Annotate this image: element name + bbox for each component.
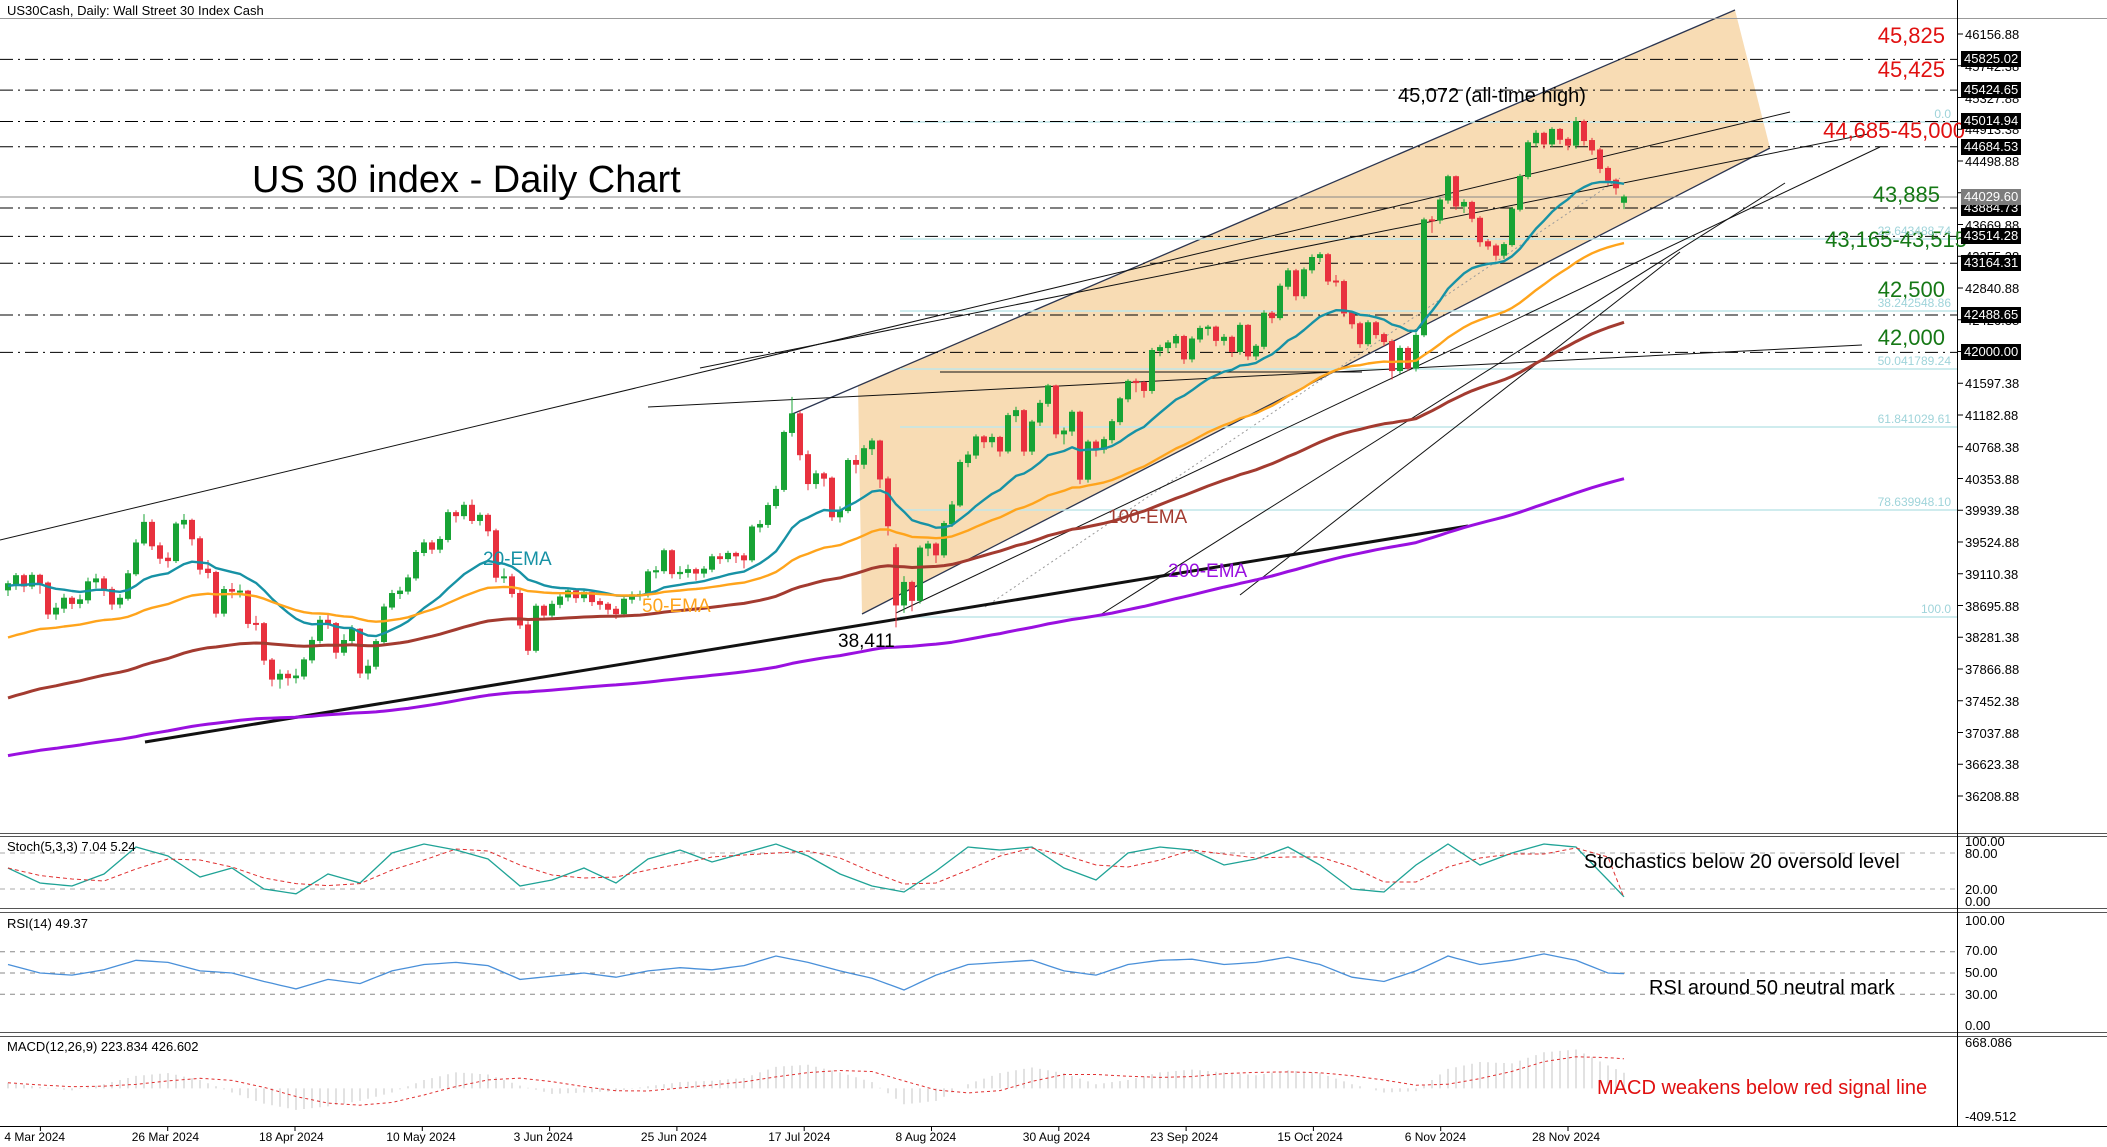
ema-50-line[interactable] [7,241,1625,639]
trendline[interactable] [1239,251,1681,596]
indicator-axis-label: 0.00 [1965,1018,1991,1033]
x-axis-date-label: 15 Oct 2024 [1277,1130,1343,1144]
ema20-label: 20-EMA [483,549,552,570]
stoch-panel-header: Stoch(5,3,3) 7.04 5.24 [7,839,136,854]
macd-annotation: MACD weakens below red signal line [1597,1077,1928,1099]
x-axis-date-label: 6 Nov 2024 [1404,1130,1467,1144]
fib-level-label: 61.841029.61 [1877,412,1951,426]
support-zone-label: 43,165-43,515 [1825,227,1967,252]
price-level-badge: 45424.65 [1961,82,2022,99]
fib-level-label: 100.0 [1920,602,1951,616]
stoch-d-line [7,847,1625,899]
macd-signal-line [7,1056,1625,1106]
price-level-badge: 43514.28 [1961,228,2022,245]
x-axis-date-label: 4 Mar 2024 [4,1130,66,1144]
macd-histogram [7,1049,1625,1110]
candles-layer[interactable] [5,117,1627,689]
resistance-label-45825: 45,825 [1877,23,1945,48]
x-axis-date-label: 23 Sep 2024 [1150,1130,1219,1144]
y-axis-label: 41597.38 [1965,376,2020,392]
ema50-label: 50-EMA [642,596,711,617]
x-axis-date-label: 18 Apr 2024 [259,1130,324,1144]
all-time-high-label: 45,072 (all-time high) [1398,85,1586,107]
x-axis-date-label: 10 May 2024 [386,1130,456,1144]
x-axis-date-label: 26 Mar 2024 [131,1130,200,1144]
y-axis-label: 46156.88 [1965,27,2020,42]
x-axis-date-label: 17 Jul 2024 [768,1130,831,1144]
y-axis-label: 42840.88 [1965,281,2020,296]
y-axis-label: 38695.88 [1965,598,2020,614]
x-axis-date-label: 8 Aug 2024 [895,1130,957,1144]
fib-level-label: 78.639948.10 [1877,495,1951,509]
y-axis-label: 39110.38 [1965,566,2019,582]
resistance-zone-label: 44,685-45,000 [1823,118,1965,143]
fib-level-label: 38.242548.86 [1877,296,1951,310]
indicator-axis-label: 20.00 [1965,882,1998,897]
resistance-label-45425: 45,425 [1877,57,1945,82]
indicator-axis-label: 50.00 [1965,965,1998,980]
ema100-label: 100-EMA [1108,507,1188,528]
rsi-annotation: RSI around 50 neutral mark [1649,977,1895,999]
indicator-axis-label: 0.00 [1965,894,1991,909]
indicator-axis-label: 30.00 [1965,987,1998,1002]
fib-level-label: 23.643488.74 [1877,224,1951,238]
rsi-line [7,953,1625,991]
macd-panel-header: MACD(12,26,9) 223.834 426.602 [7,1039,199,1054]
stoch-k-line [7,843,1625,898]
trendline[interactable] [144,524,1469,744]
channel-border-line[interactable] [789,9,1736,416]
trendline[interactable] [895,146,1881,614]
y-axis-label: 37452.38 [1965,693,2020,709]
fib-level-label: 0.0 [1934,107,1951,121]
support-label-43885: 43,885 [1872,182,1940,207]
x-axis-date-label: 28 Nov 2024 [1532,1130,1601,1144]
y-axis-label: 36623.38 [1965,757,2020,773]
trendline[interactable] [647,344,1863,408]
indicator-axis-label: 668.086 [1965,1035,2012,1050]
crash-low-label: 38,411 [838,631,895,652]
indicator-axis-label: -409.512 [1965,1109,2017,1124]
support-label-42500: 42,500 [1877,277,1945,302]
y-axis-label: 39524.88 [1965,535,2020,550]
ema-200-line[interactable] [7,477,1625,758]
indicator-axis-label: 100.00 [1965,834,2005,849]
axis-ticks [39,33,1963,1131]
rsi-panel-header: RSI(14) 49.37 [7,916,88,931]
indicator-axis-label: 80.00 [1965,846,1998,861]
y-axis-label: 36208.88 [1965,789,2020,804]
price-level-badge: 44684.53 [1961,138,2022,155]
price-level-badge: 42000.00 [1961,344,2022,361]
trendline[interactable] [0,111,1791,541]
price-level-badge: 45825.02 [1961,51,2022,68]
page-title: US 30 index - Daily Chart [252,159,681,201]
y-axis-label: 44498.88 [1965,154,2020,169]
stoch-annotation: Stochastics below 20 oversold level [1584,851,1900,873]
support-label-42000: 42,000 [1877,325,1945,350]
ema200-label: 200-EMA [1168,561,1248,582]
indicator-axis-label: 70.00 [1965,943,1998,958]
y-axis-label: 38281.38 [1965,630,2020,646]
y-axis-label: 40353.88 [1965,471,2020,487]
ascending-channel-fill [858,10,1770,614]
x-axis-date-label: 30 Aug 2024 [1022,1130,1091,1144]
x-axis-date-label: 3 Jun 2024 [513,1130,573,1144]
x-axis-date-label: 25 Jun 2024 [640,1130,707,1144]
y-axis-label: 39939.38 [1965,503,2020,519]
y-axis-label: 41182.88 [1965,408,2019,423]
symbol-header: US30Cash, Daily: Wall Street 30 Index Ca… [7,3,264,18]
price-level-badge: 42488.65 [1961,306,2022,323]
price-level-badge: 43164.31 [1961,255,2022,272]
y-axis-label: 40768.38 [1965,439,2020,455]
price-level-badge: 45014.94 [1961,113,2022,130]
fib-level-label: 50.041789.24 [1877,354,1951,368]
ema-100-line[interactable] [7,320,1625,700]
trendline[interactable] [1099,182,1786,616]
indicator-axis-label: 100.00 [1965,913,2005,928]
trendline[interactable] [699,133,1869,369]
y-axis-label: 37037.88 [1965,725,2020,741]
current-price-badge: 44029.60 [1961,188,2022,205]
y-axis-label: 37866.88 [1965,662,2020,677]
